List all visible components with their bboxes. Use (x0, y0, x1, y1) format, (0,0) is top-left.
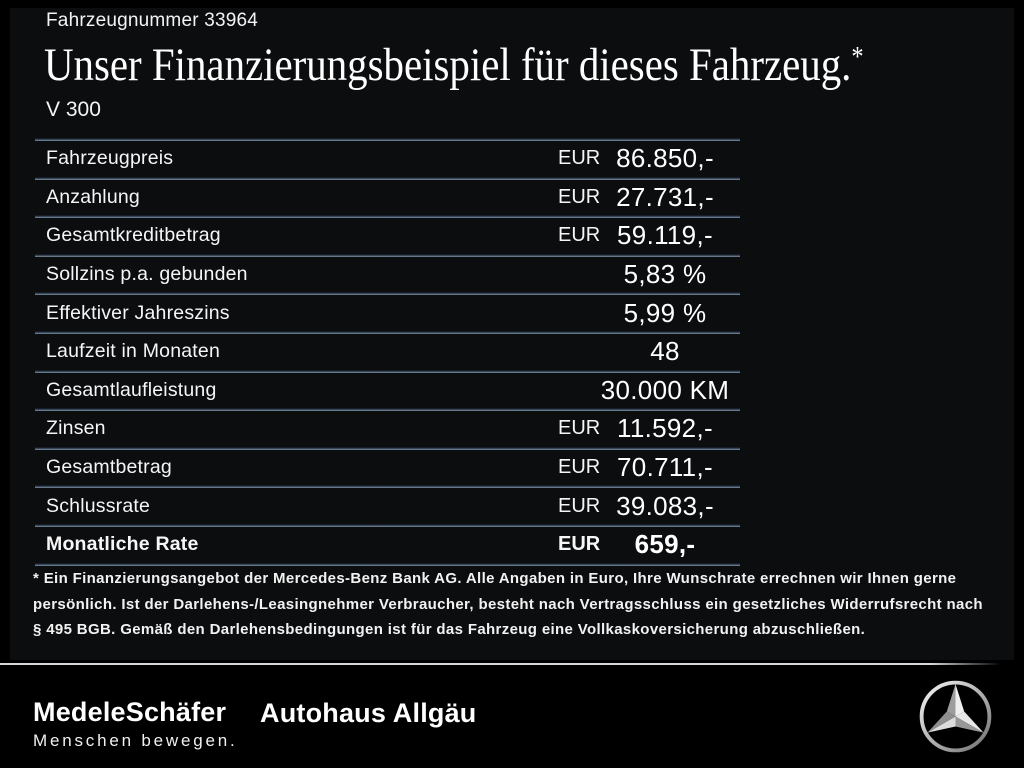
row-value: 11.592,- (617, 413, 713, 444)
row-label: Gesamtlaufleistung (46, 378, 217, 401)
footer-divider-line (0, 663, 1001, 665)
table-row: Gesamtlaufleistung 30.000 KM (35, 373, 740, 409)
row-label: Sollzins p.a. gebunden (46, 263, 248, 286)
table-row: Anzahlung EUR 27.731,- (35, 180, 740, 216)
row-label: Effektiver Jahreszins (46, 301, 230, 324)
row-label: Fahrzeugpreis (46, 147, 174, 170)
table-divider (35, 215, 740, 219)
table-divider (35, 369, 740, 373)
row-value: 48 (650, 336, 680, 367)
table-divider (35, 446, 740, 450)
title-footnote-asterisk: * (851, 42, 864, 73)
table-row: Laufzeit in Monaten 48 (35, 334, 740, 370)
model-name: V 300 (46, 98, 101, 121)
mercedes-star-icon (919, 680, 992, 753)
row-currency: EUR (558, 456, 601, 479)
row-value: 86.850,- (616, 143, 714, 174)
row-value: 27.731,- (616, 181, 714, 212)
row-value: 5,99 % (623, 297, 707, 328)
table-divider (35, 292, 740, 296)
row-value: 5,83 % (623, 259, 707, 290)
table-row: Fahrzeugpreis EUR 86.850,- (35, 141, 740, 177)
table-divider (35, 138, 740, 141)
row-label: Gesamtbetrag (46, 456, 172, 479)
row-currency: EUR (558, 185, 601, 208)
footnote-text: * Ein Finanzierungsangebot der Mercedes-… (33, 570, 983, 638)
dealer-logo-medeleschaefer: MedeleSchäfer (33, 697, 227, 727)
row-currency: EUR (558, 533, 601, 556)
finance-table: Fahrzeugpreis EUR 86.850,- Anzahlung EUR 27.7… (35, 138, 740, 566)
row-value: 70.711,- (617, 452, 713, 483)
table-divider (35, 253, 740, 257)
vehicle-number: Fahrzeugnummer 33964 (46, 10, 259, 31)
dealer-tagline: Menschen bewegen. (33, 731, 238, 750)
table-row: Effektiver Jahreszins 5,99 % (35, 295, 740, 331)
row-currency: EUR (558, 224, 601, 247)
content-panel (10, 8, 1014, 660)
row-value: 30.000 KM (600, 374, 730, 405)
row-currency: EUR (558, 417, 601, 440)
table-divider (35, 562, 740, 566)
row-label: Laufzeit in Monaten (46, 340, 220, 363)
table-row: Gesamtkreditbetrag EUR 59.119,- (35, 218, 740, 254)
table-divider (35, 176, 740, 180)
table-divider (35, 408, 740, 412)
table-row: Schlussrate EUR 39.083,- (35, 488, 740, 524)
table-row: Sollzins p.a. gebunden 5,83 % (35, 257, 740, 293)
table-divider (35, 523, 740, 527)
dealer-logo-autohaus-allgaeu: Autohaus Allgäu (260, 698, 477, 728)
row-label: Zinsen (46, 417, 106, 440)
table-row: Gesamtbetrag EUR 70.711,- (35, 450, 740, 486)
row-value: 39.083,- (616, 490, 714, 521)
table-divider (35, 485, 740, 489)
row-value: 59.119,- (617, 220, 713, 251)
table-divider (35, 330, 740, 334)
row-currency: EUR (558, 494, 601, 517)
page-title-text: Unser Finanzierungsbeispiel für dieses F… (44, 39, 852, 91)
row-label: Anzahlung (46, 185, 140, 208)
row-label: Gesamtkreditbetrag (46, 224, 221, 247)
table-row: Zinsen EUR 11.592,- (35, 411, 740, 447)
row-label: Monatliche Rate (46, 533, 199, 556)
page-title: Unser Finanzierungsbeispiel für dieses F… (44, 38, 864, 92)
row-value: 659,- (634, 529, 696, 560)
row-label: Schlussrate (46, 494, 151, 517)
row-currency: EUR (558, 147, 601, 170)
table-row: Monatliche Rate EUR 659,- (35, 527, 740, 563)
